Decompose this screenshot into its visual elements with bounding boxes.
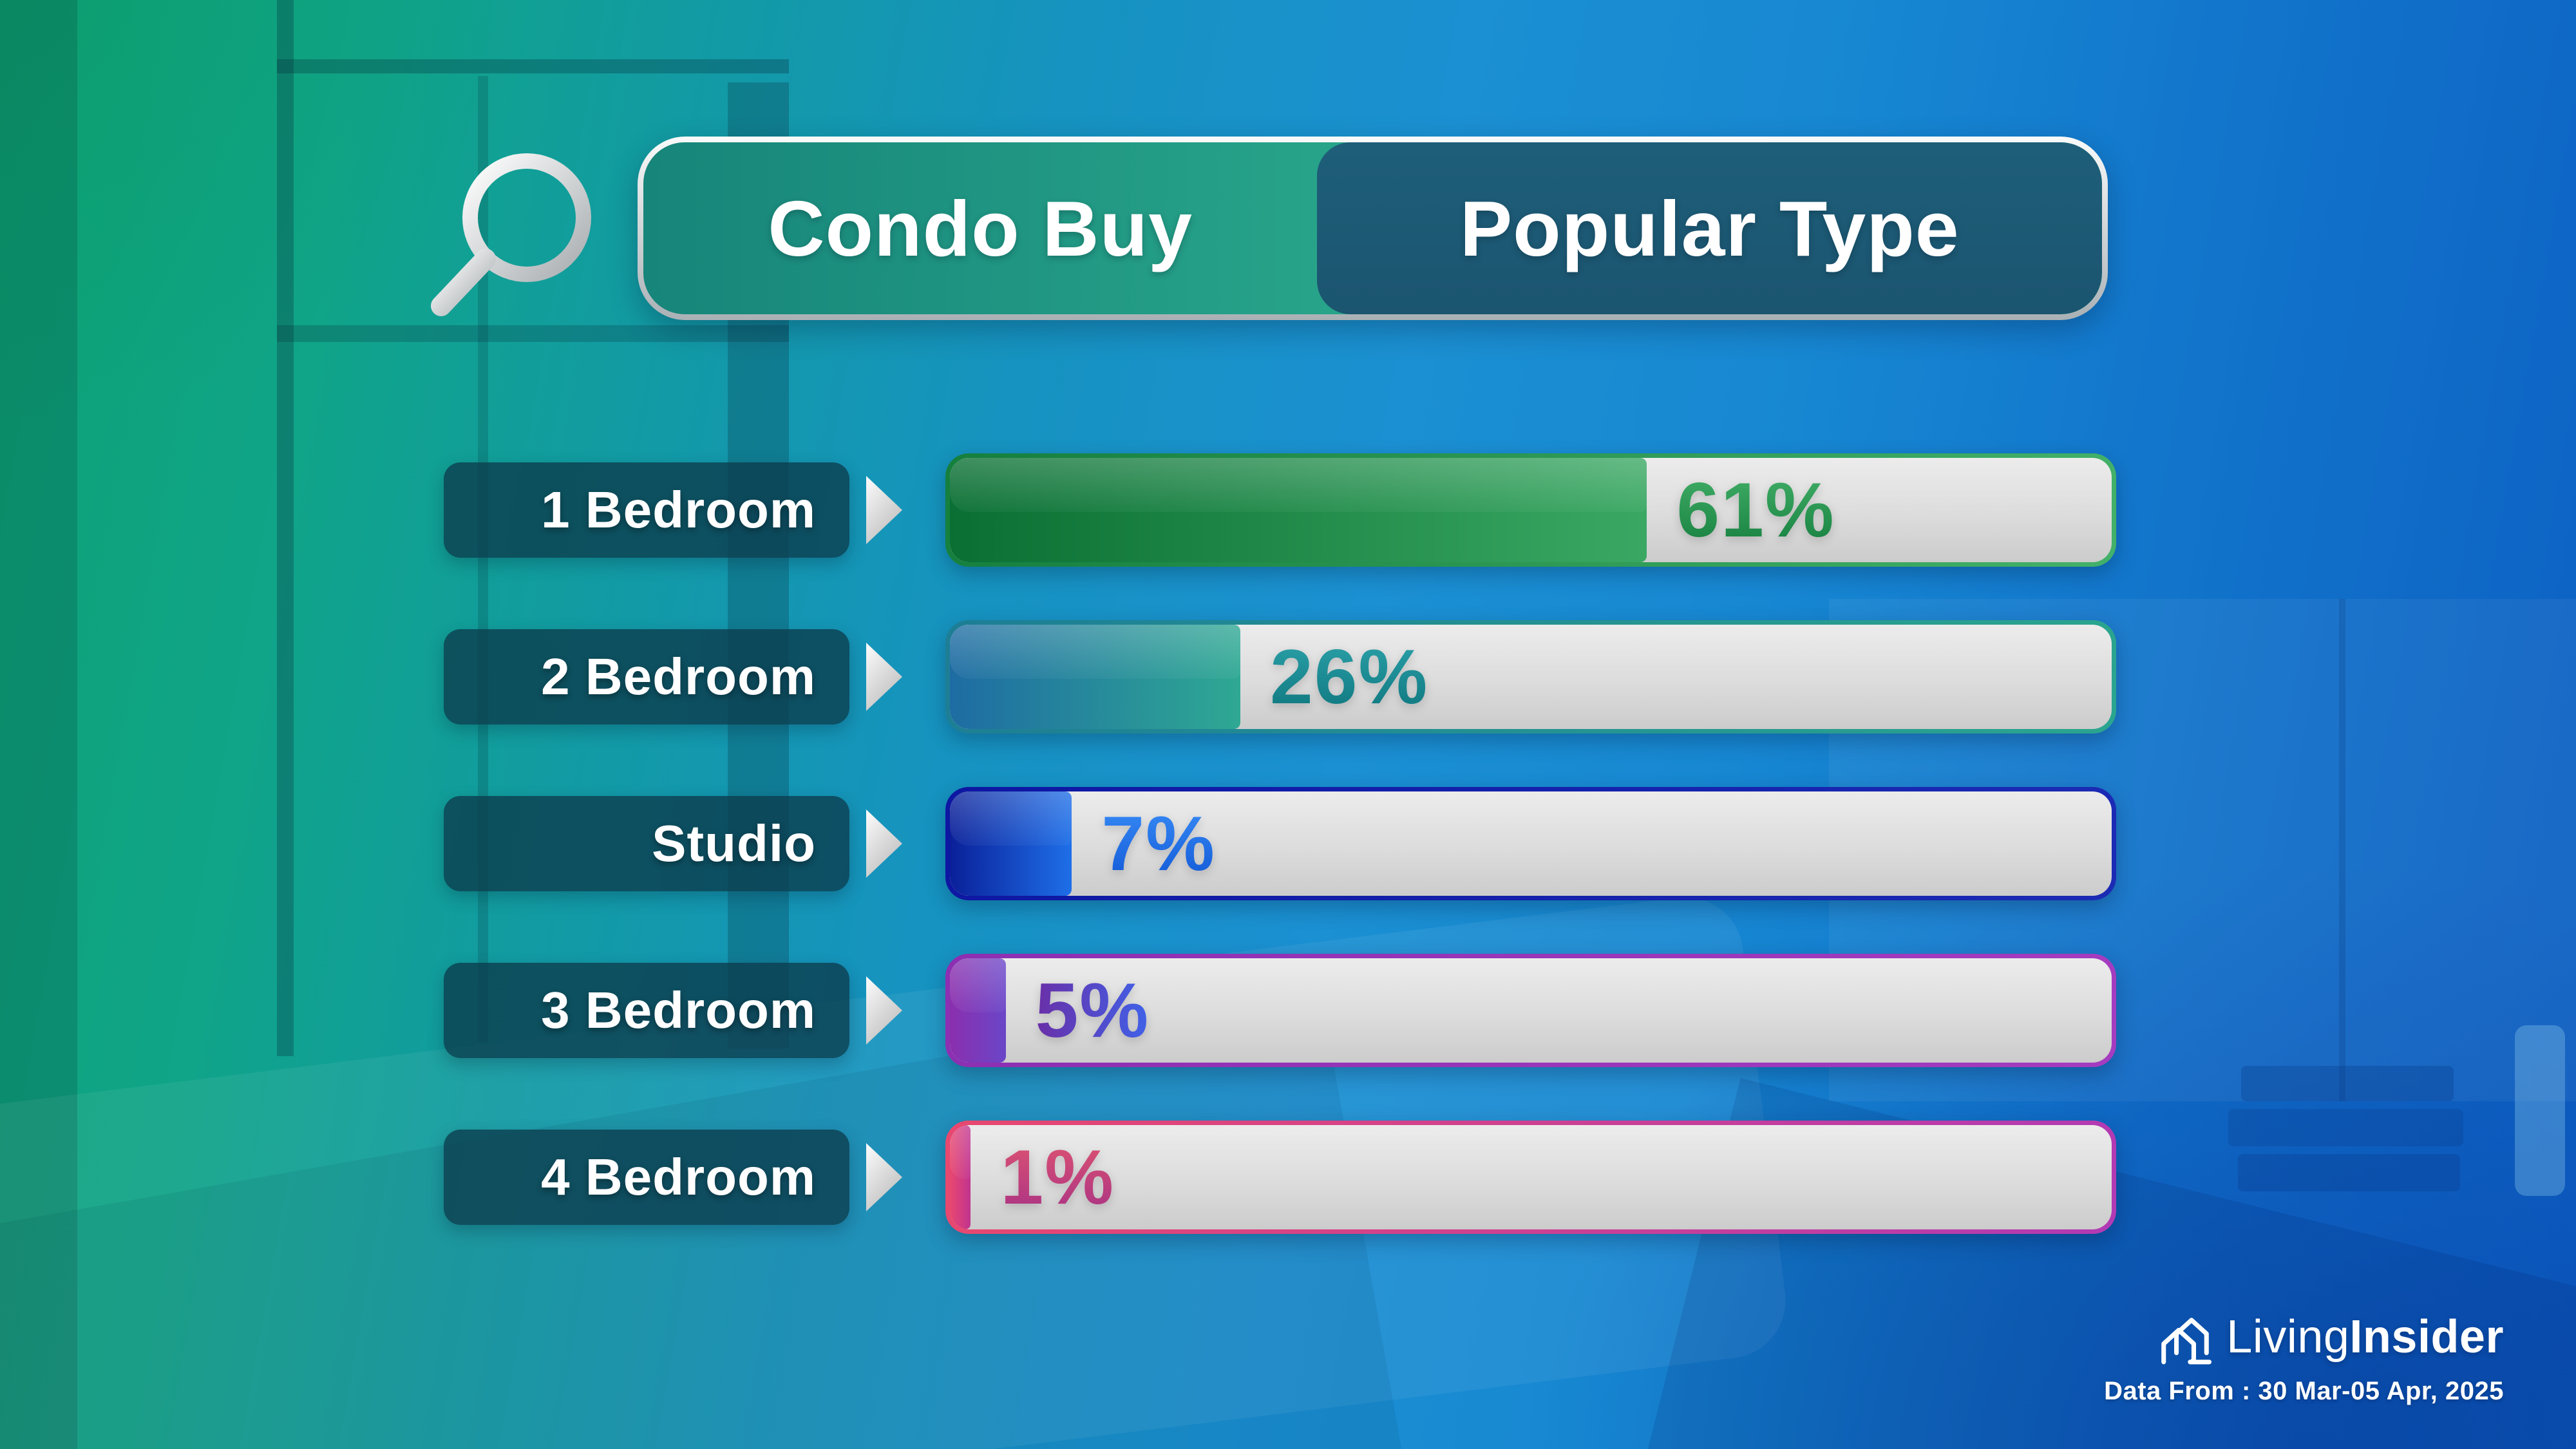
category-label: Studio bbox=[652, 815, 816, 872]
bar-track: 1% bbox=[950, 1125, 2112, 1229]
value-label: 26% bbox=[1270, 634, 1429, 720]
bar-track: 5% bbox=[950, 958, 2112, 1063]
bar-border: 7% bbox=[945, 787, 2116, 900]
search-term-secondary: Popular Type bbox=[1459, 184, 1960, 272]
value-label: 5% bbox=[1035, 967, 1150, 1054]
house-logo-icon bbox=[2161, 1318, 2212, 1365]
search-icon bbox=[431, 153, 591, 316]
category-label-box: 1 Bedroom bbox=[444, 462, 849, 558]
value-label: 7% bbox=[1101, 800, 1216, 887]
bar-track: 7% bbox=[950, 791, 2112, 896]
bar-border: 61% bbox=[945, 453, 2116, 567]
bar-fill bbox=[950, 625, 1240, 729]
brand-footer: LivingInsider Data From : 30 Mar-05 Apr,… bbox=[2104, 1307, 2504, 1406]
bar-fill bbox=[950, 791, 1072, 896]
bar-fill bbox=[950, 458, 1647, 562]
search-bar: Condo Buy Popular Type bbox=[638, 137, 2108, 320]
window-frame-bar bbox=[277, 59, 789, 73]
category-label-box: 3 Bedroom bbox=[444, 963, 849, 1058]
brand-name-regular: Living bbox=[2226, 1311, 2350, 1363]
bar-fill bbox=[950, 958, 1006, 1063]
category-label: 2 Bedroom bbox=[541, 648, 816, 705]
glass-shape bbox=[2515, 1025, 2565, 1196]
chart-row: 1 Bedroom 61% bbox=[444, 453, 2116, 567]
chart-row: 4 Bedroom 1% bbox=[444, 1121, 2116, 1234]
bar-track: 26% bbox=[950, 625, 2112, 729]
bar-chart: 1 Bedroom 61% 2 Bedroom bbox=[444, 453, 2116, 1234]
book-shape bbox=[2228, 1109, 2463, 1146]
arrow-right-icon bbox=[866, 976, 902, 1045]
category-label: 1 Bedroom bbox=[541, 481, 816, 538]
search-bar-body: Condo Buy Popular Type bbox=[643, 142, 2102, 314]
chart-row: Studio 7% bbox=[444, 787, 2116, 900]
brand-name-bold: Insider bbox=[2349, 1311, 2504, 1363]
window-frame-bar bbox=[277, 325, 789, 342]
data-note: Data From : 30 Mar-05 Apr, 2025 bbox=[2104, 1377, 2504, 1405]
book-shape bbox=[2241, 1066, 2454, 1101]
bar-border: 1% bbox=[945, 1121, 2116, 1234]
window-edge-shadow bbox=[0, 0, 77, 1449]
brand-row: LivingInsider bbox=[2155, 1307, 2504, 1367]
chart-row: 3 Bedroom 5% bbox=[444, 954, 2116, 1067]
category-label-box: 4 Bedroom bbox=[444, 1130, 849, 1225]
arrow-right-icon bbox=[866, 1143, 902, 1211]
brand-name: LivingInsider bbox=[2226, 1311, 2504, 1363]
value-label: 61% bbox=[1676, 467, 1835, 553]
bar-track: 61% bbox=[950, 458, 2112, 562]
arrow-right-icon bbox=[866, 810, 902, 878]
book-shape bbox=[2238, 1154, 2460, 1191]
window-frame-bar bbox=[277, 0, 294, 1056]
category-label: 3 Bedroom bbox=[541, 981, 816, 1039]
bar-border: 5% bbox=[945, 954, 2116, 1067]
value-label: 1% bbox=[1000, 1134, 1115, 1220]
chart-row: 2 Bedroom 26% bbox=[444, 620, 2116, 734]
arrow-right-icon bbox=[866, 643, 902, 711]
category-label-box: Studio bbox=[444, 796, 849, 891]
headboard-seam bbox=[2339, 599, 2345, 1101]
bar-border: 26% bbox=[945, 620, 2116, 734]
search-segment-right-bg bbox=[1317, 142, 2102, 314]
bar-fill bbox=[950, 1125, 971, 1229]
arrow-right-icon bbox=[866, 476, 902, 544]
category-label-box: 2 Bedroom bbox=[444, 629, 849, 724]
category-label: 4 Bedroom bbox=[541, 1148, 816, 1206]
search-term-primary: Condo Buy bbox=[768, 184, 1193, 272]
